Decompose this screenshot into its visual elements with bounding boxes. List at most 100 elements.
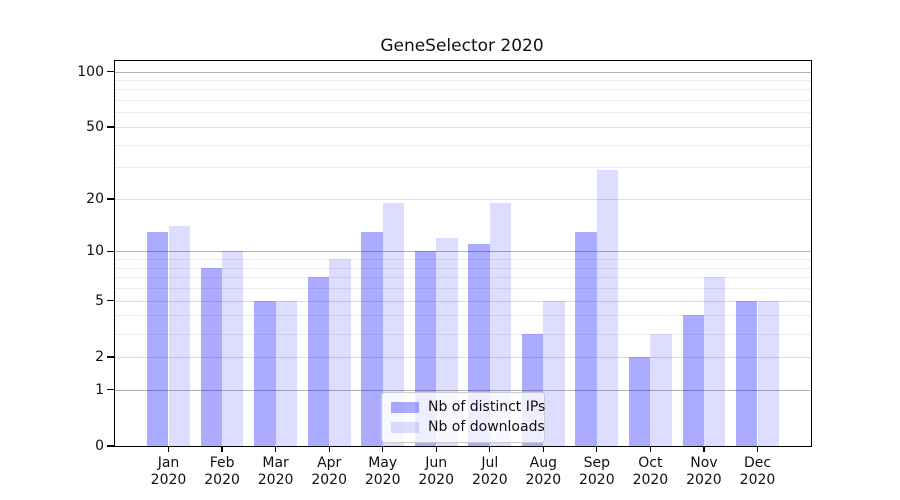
bar-feb-2020-nb-of-distinct-ips [200,267,223,446]
gridline-5 [115,300,811,302]
gridline-9 [115,259,811,261]
gridline-7 [115,277,811,279]
bar-sep-2020-nb-of-distinct-ips [575,231,597,446]
x-tick-mark-feb-2020 [221,446,223,452]
x-tick-line: Aug [529,455,557,471]
x-tick-line: 2020 [471,472,508,488]
x-tick-label-dec-2020: Dec 2020 [723,455,793,489]
x-tick-line: 2020 [150,472,187,488]
x-tick-mark-may-2020 [382,446,384,452]
x-tick-mark-apr-2020 [328,446,330,452]
y-tick-mark-2 [107,356,115,358]
legend-label-downloads: Nb of downloads [428,419,545,435]
legend-item-distinct-ips: Nb of distinct IPs [391,400,545,415]
gridline-70 [115,100,811,102]
bar-aug-2020-nb-of-downloads [543,300,565,446]
x-tick-line: Jul [481,455,499,471]
legend-item-downloads: Nb of downloads [391,420,545,435]
gridline-20 [115,199,811,200]
bar-apr-2020-nb-of-distinct-ips [307,277,330,446]
x-tick-line: May [368,455,398,471]
gridline-4 [115,315,811,317]
bar-sep-2020-nb-of-downloads [596,170,619,446]
legend-swatch-distinct-ips [391,402,419,413]
y-tick-label-100: 100 [77,63,104,80]
x-tick-line: 2020 [578,472,615,488]
bar-jan-2020-nb-of-downloads [168,226,190,446]
y-tick-mark-100 [107,70,115,73]
x-tick-mark-mar-2020 [274,446,277,452]
x-tick-label-apr-2020: Apr 2020 [294,455,364,489]
x-tick-line: 2020 [257,472,294,488]
y-tick-mark-5 [107,299,115,302]
x-tick-line: Apr [317,455,342,471]
x-tick-mark-oct-2020 [649,446,652,452]
x-tick-line: Nov [690,455,718,471]
x-tick-label-aug-2020: Aug 2020 [508,455,578,489]
x-tick-mark-jul-2020 [489,446,491,452]
x-tick-mark-dec-2020 [756,446,759,452]
x-tick-line: 2020 [739,472,776,488]
x-tick-mark-aug-2020 [542,446,544,452]
x-tick-line: 2020 [204,472,240,488]
x-tick-line: Sep [583,455,610,471]
y-tick-label-5: 5 [95,292,104,309]
x-tick-mark-jun-2020 [435,446,437,452]
gridline-50 [115,127,811,128]
bar-apr-2020-nb-of-downloads [329,259,351,446]
x-tick-line: Jan [157,455,180,471]
y-tick-mark-10 [107,250,115,253]
gridline-100 [115,71,811,73]
bar-dec-2020-nb-of-distinct-ips [736,300,758,446]
x-tick-label-may-2020: May 2020 [348,455,418,489]
gridline-2 [115,356,811,358]
bar-jul-2020-nb-of-downloads [489,202,512,446]
y-tick-label-50: 50 [86,119,104,135]
y-tick-mark-0 [107,445,115,447]
gridline-8 [115,267,811,269]
y-tick-mark-1 [107,389,115,391]
x-tick-line: Mar [262,455,289,471]
y-tick-label-10: 10 [86,243,104,260]
x-tick-line: Oct [638,455,663,471]
x-tick-line: 2020 [686,472,722,488]
x-tick-label-oct-2020: Oct 2020 [615,455,685,489]
gridline-1 [115,389,811,391]
gridline-40 [115,144,811,146]
bar-nov-2020-nb-of-downloads [703,277,726,446]
bar-dec-2020-nb-of-downloads [757,300,779,446]
x-tick-line: Dec [743,455,772,471]
chart-title: GeneSelector 2020 [380,36,544,56]
legend-label-distinct-ips: Nb of distinct IPs [428,399,546,415]
bar-oct-2020-nb-of-downloads [650,333,672,446]
x-tick-label-jan-2020: Jan 2020 [134,455,204,489]
x-tick-label-jun-2020: Jun 2020 [401,455,471,489]
gridline-6 [115,288,811,290]
x-tick-mark-jan-2020 [167,446,170,452]
y-tick-mark-20 [107,198,115,200]
bar-mar-2020-nb-of-distinct-ips [254,300,276,446]
x-tick-line: Jun [425,455,448,471]
x-tick-line: 2020 [311,472,347,488]
bar-feb-2020-nb-of-downloads [222,251,244,446]
x-tick-label-nov-2020: Nov 2020 [669,455,739,489]
y-tick-label-0: 0 [95,438,104,454]
x-tick-line: 2020 [418,472,454,488]
x-tick-label-feb-2020: Feb 2020 [187,455,257,489]
gridline-90 [115,80,811,81]
bar-nov-2020-nb-of-distinct-ips [682,315,704,446]
gridline-3 [115,333,811,335]
plot-area: 100 50 20 10 5 2 1 0 Jan 2020 Feb 2020 Mar 2020 Apr 202… [77,60,812,488]
x-tick-mark-nov-2020 [703,446,705,452]
x-tick-label-mar-2020: Mar 2020 [241,455,311,489]
bar-may-2020-nb-of-distinct-ips [361,231,383,446]
x-tick-line: 2020 [525,472,562,488]
x-tick-line: 2020 [632,472,669,488]
legend-swatch-downloads [391,422,419,433]
y-tick-label-20: 20 [86,191,104,207]
x-tick-label-jul-2020: Jul 2020 [455,455,525,489]
x-tick-label-sep-2020: Sep 2020 [562,455,632,489]
bar-jan-2020-nb-of-distinct-ips [147,231,169,446]
x-tick-line: Feb [209,455,235,471]
